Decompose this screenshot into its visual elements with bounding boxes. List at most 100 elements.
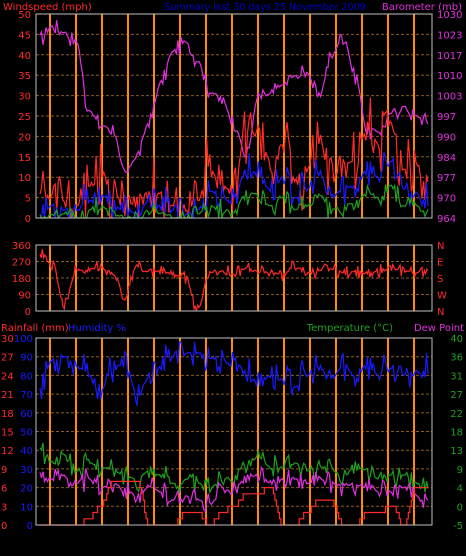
direction-tick: 360	[12, 241, 31, 252]
barometer-tick: 1023	[437, 30, 462, 41]
humidity-tick: 70	[20, 390, 33, 401]
barometer-tick: 984	[437, 153, 456, 164]
bottom-x-tick: 7	[177, 530, 182, 539]
bottom-x-tick: 19	[331, 530, 341, 539]
series-line	[40, 480, 428, 526]
windspeed-tick: 5	[25, 194, 31, 205]
rain-tick: 9	[1, 465, 7, 476]
bottom-title-temperature: Temperature (°C)	[306, 323, 393, 334]
middle-plot-grid	[36, 245, 432, 311]
bottom-x-tick: 30	[71, 530, 81, 539]
barometer-tick: 964	[437, 214, 456, 225]
mid-x-tick: 21	[357, 316, 367, 325]
compass-tick: W	[437, 291, 447, 302]
compass-tick: N	[437, 307, 444, 318]
mid-x-tick: 5	[151, 316, 156, 325]
rain-tick: 24	[1, 371, 14, 382]
bottom-x-tick: 13	[253, 530, 263, 539]
mid-x-tick: 13	[253, 316, 263, 325]
mid-x-tick: 15	[279, 316, 289, 325]
bottom-tick-labels: 0102030405060708090100036912151821242730…	[1, 334, 463, 539]
humidity-tick: 20	[20, 484, 33, 495]
top-x-tick: 3	[125, 223, 130, 232]
series-line	[39, 183, 429, 220]
temperature-tick: 22	[450, 409, 463, 420]
rain-tick: 30	[1, 334, 14, 345]
humidity-tick: 30	[20, 465, 33, 476]
humidity-tick: 100	[14, 334, 33, 345]
direction-tick: 180	[12, 274, 31, 285]
rain-tick: 18	[1, 409, 14, 420]
barometer-tick: 977	[437, 173, 456, 184]
series-line	[39, 97, 429, 219]
bottom-x-tick: 17	[305, 530, 315, 539]
rain-tick: 3	[1, 502, 7, 513]
series-line	[39, 465, 429, 513]
series-line	[39, 152, 429, 221]
mid-x-tick: 25	[409, 316, 419, 325]
middle-plot-series	[39, 249, 429, 311]
temperature-tick: 0	[457, 502, 463, 513]
windspeed-tick: 45	[18, 30, 31, 41]
bottom-x-tick: 1	[99, 530, 104, 539]
mid-x-tick: 1	[99, 316, 104, 325]
temperature-tick: 4	[457, 484, 463, 495]
top-x-tick: 1	[99, 223, 104, 232]
windspeed-tick: 10	[18, 173, 31, 184]
series-line	[39, 20, 429, 174]
bottom-title-dewpoint: Dew Point	[414, 323, 464, 334]
humidity-tick: 90	[20, 353, 33, 364]
compass-tick: S	[437, 274, 443, 285]
top-x-tick: 11	[227, 223, 237, 232]
windspeed-tick: 30	[18, 92, 31, 103]
top-plot-series	[39, 20, 429, 221]
top-x-tick: 9	[203, 223, 208, 232]
temperature-tick: -5	[453, 521, 463, 532]
windspeed-tick: 40	[18, 51, 31, 62]
barometer-tick: 970	[437, 194, 456, 205]
bottom-x-tick: 15	[279, 530, 289, 539]
top-x-tick: 19	[331, 223, 341, 232]
top-x-tick: 21	[357, 223, 367, 232]
top-tick-labels: 0510152025303540455096497097798499099710…	[18, 10, 462, 232]
humidity-tick: 60	[20, 409, 33, 420]
compass-tick: E	[437, 258, 443, 269]
barometer-tick: 997	[437, 112, 456, 123]
rain-tick: 15	[1, 428, 14, 439]
temperature-tick: 27	[450, 390, 463, 401]
temperature-tick: 9	[457, 465, 463, 476]
bottom-title-rainfall: Rainfall (mm)	[1, 323, 69, 334]
bottom-x-tick: 5	[151, 530, 156, 539]
barometer-tick: 990	[437, 132, 456, 143]
mid-x-tick: 23	[383, 316, 393, 325]
top-x-tick: 17	[305, 223, 315, 232]
barometer-tick: 1003	[437, 92, 462, 103]
series-line	[39, 340, 429, 406]
barometer-tick: 1030	[437, 10, 462, 21]
middle-plot-frame	[35, 244, 433, 312]
top-x-tick: 23	[383, 223, 393, 232]
top-x-tick: 5	[151, 223, 156, 232]
direction-tick: 90	[18, 291, 31, 302]
windspeed-tick: 35	[18, 71, 31, 82]
top-x-tick: 13	[253, 223, 263, 232]
temperature-tick: 40	[450, 334, 463, 345]
top-x-tick: 7	[177, 223, 182, 232]
top-left-title: Windspeed (mph)	[3, 2, 92, 13]
bottom-x-tick: 21	[357, 530, 367, 539]
windspeed-tick: 25	[18, 112, 31, 123]
bottom-x-tick: 3	[125, 530, 130, 539]
rain-tick: 21	[1, 390, 14, 401]
windspeed-tick: 20	[18, 132, 31, 143]
mid-x-tick: 11	[227, 316, 237, 325]
top-x-tick: 30	[71, 223, 81, 232]
humidity-tick: 50	[20, 428, 33, 439]
bottom-plot-frame	[35, 337, 433, 526]
direction-tick: 270	[12, 258, 31, 269]
windspeed-tick: 0	[25, 214, 31, 225]
bottom-x-tick: 11	[227, 530, 237, 539]
temperature-tick: 36	[450, 353, 463, 364]
temperature-tick: 13	[450, 446, 463, 457]
